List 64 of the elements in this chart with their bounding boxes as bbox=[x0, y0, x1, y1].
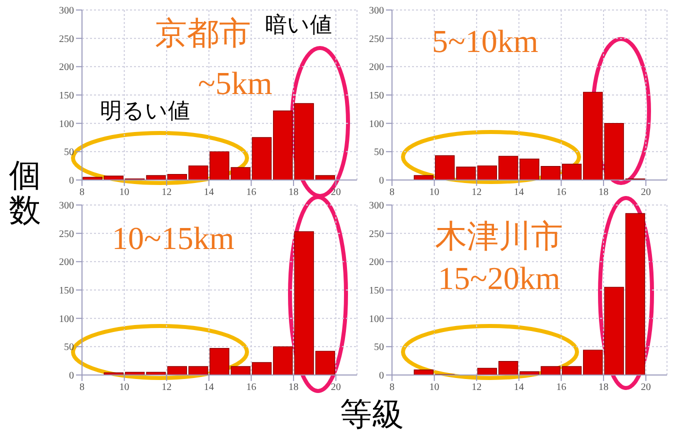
y-tick-label: 250 bbox=[59, 34, 74, 45]
y-tick-label: 300 bbox=[369, 6, 384, 17]
x-tick-label: 8 bbox=[390, 187, 394, 198]
annotation: ~5km bbox=[198, 65, 272, 102]
y-tick-label: 100 bbox=[59, 314, 74, 325]
y-tick-label: 150 bbox=[369, 286, 384, 297]
x-tick-label: 8 bbox=[390, 382, 394, 394]
x-tick-label: 20 bbox=[640, 382, 651, 394]
x-tick-label: 10 bbox=[429, 187, 440, 198]
x-tick-label: 12 bbox=[162, 382, 172, 394]
x-tick-label: 18 bbox=[288, 382, 299, 394]
y-tick-label: 150 bbox=[59, 286, 74, 297]
x-tick-label: 16 bbox=[246, 187, 256, 198]
y-tick-label: 250 bbox=[369, 228, 384, 240]
annotation: 15~20km bbox=[438, 260, 560, 296]
x-tick-label: 16 bbox=[246, 382, 256, 394]
x-tick-label: 14 bbox=[514, 187, 524, 198]
y-tick-label: 250 bbox=[59, 228, 74, 240]
y-tick-label: 150 bbox=[59, 90, 74, 102]
annotation: 5~10km bbox=[432, 23, 538, 60]
x-tick-label: 10 bbox=[429, 382, 440, 394]
y-tick-label: 0 bbox=[379, 370, 384, 382]
y-tick-label: 0 bbox=[69, 370, 74, 382]
x-tick-label: 14 bbox=[204, 187, 214, 198]
y-tick-label: 100 bbox=[369, 314, 384, 325]
x-tick-label: 8 bbox=[80, 187, 84, 198]
y-tick-label: 200 bbox=[369, 257, 384, 268]
x-tick-label: 18 bbox=[598, 382, 609, 394]
annotation: 暗い値 bbox=[265, 13, 332, 38]
y-tick-label: 50 bbox=[374, 147, 384, 158]
x-tick-label: 14 bbox=[514, 382, 524, 394]
x-tick-label: 20 bbox=[640, 187, 651, 198]
y-tick-label: 0 bbox=[379, 176, 384, 187]
x-tick-label: 18 bbox=[598, 187, 609, 198]
x-tick-label: 12 bbox=[472, 187, 482, 198]
annotation: 木津川市 bbox=[435, 217, 563, 255]
y-tick-label: 50 bbox=[374, 342, 384, 354]
x-axis-title: 等級 bbox=[340, 395, 404, 433]
y-tick-label: 0 bbox=[69, 176, 74, 187]
x-tick-label: 20 bbox=[330, 187, 341, 198]
x-tick-label: 14 bbox=[204, 382, 214, 394]
annotation: 10~15km bbox=[112, 220, 234, 256]
x-tick-label: 16 bbox=[556, 382, 566, 394]
y-tick-label: 150 bbox=[369, 90, 384, 102]
x-tick-label: 12 bbox=[472, 382, 482, 394]
y-tick-label: 250 bbox=[369, 34, 384, 45]
y-tick-label: 100 bbox=[369, 118, 384, 130]
annotation: 京都市 bbox=[155, 14, 251, 52]
annotation: 明るい値 bbox=[100, 99, 190, 124]
y-tick-label: 300 bbox=[59, 200, 74, 212]
y-tick-label: 300 bbox=[369, 200, 384, 212]
y-tick-label: 300 bbox=[59, 6, 74, 17]
x-tick-label: 16 bbox=[556, 187, 566, 198]
y-tick-label: 200 bbox=[59, 62, 74, 74]
x-tick-label: 20 bbox=[330, 382, 341, 394]
x-tick-label: 12 bbox=[162, 187, 172, 198]
y-tick-label: 200 bbox=[369, 62, 384, 74]
y-tick-label: 200 bbox=[59, 257, 74, 268]
x-tick-label: 8 bbox=[80, 382, 84, 394]
x-tick-label: 10 bbox=[119, 187, 130, 198]
x-tick-label: 18 bbox=[288, 187, 299, 198]
y-axis-title: 個数 bbox=[8, 156, 42, 230]
x-tick-label: 10 bbox=[119, 382, 130, 394]
y-tick-label: 100 bbox=[59, 118, 74, 130]
